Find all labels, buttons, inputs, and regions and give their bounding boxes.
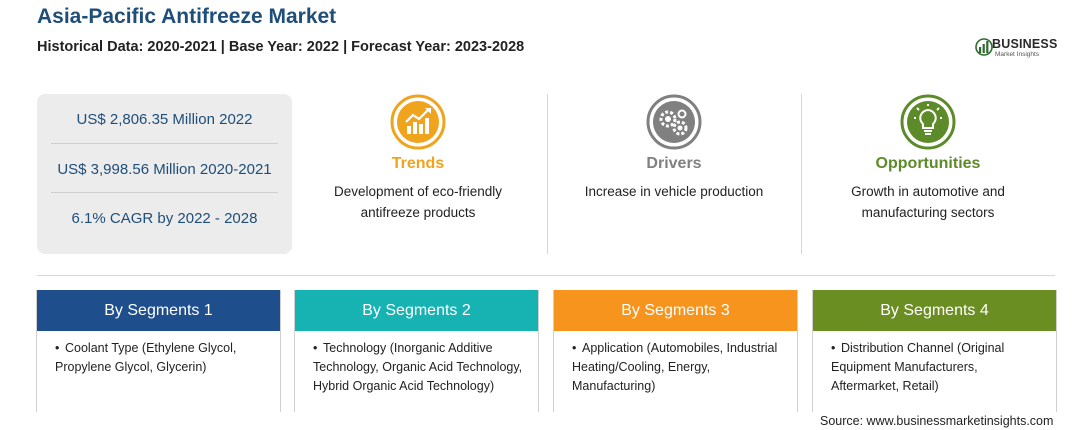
trend-chart-icon (390, 94, 446, 150)
trends-column: Trends Development of eco-friendly antif… (293, 94, 543, 223)
stat-divider (51, 192, 278, 193)
stat-market-size-2022: US$ 2,806.35 Million 2022 (76, 111, 253, 128)
bullet-icon: • (831, 341, 836, 355)
column-divider (801, 94, 802, 254)
bullet-icon: • (55, 341, 60, 355)
opportunities-title: Opportunities (875, 155, 981, 172)
segment-card-4: By Segments 4 • Distribution Channel (Ori… (812, 290, 1057, 412)
page-title: Asia-Pacific Antifreeze Market (37, 5, 337, 28)
trends-text: Development of eco-friendly antifreeze p… (333, 184, 503, 220)
segment-2-item: Technology (Inorganic Additive Technolog… (313, 341, 523, 393)
drivers-text: Increase in vehicle production (584, 184, 764, 199)
segment-card-1: By Segments 1 • Coolant Type (Ethylene Gl… (36, 290, 281, 412)
globe-bars-icon (975, 38, 993, 56)
segment-1-header: By Segments 1 (37, 290, 280, 331)
trends-title: Trends (391, 155, 445, 172)
segment-3-item: Application (Automobiles, Industrial Hea… (572, 341, 778, 393)
stat-divider (51, 143, 278, 144)
stat-cagr: 6.1% CAGR by 2022 - 2028 (71, 210, 258, 227)
gears-icon (646, 94, 702, 150)
segment-4-header: By Segments 4 (813, 290, 1056, 331)
opportunities-column: Opportunities Growth in automotive and m… (803, 94, 1053, 223)
source-note[interactable]: Source: www.businessmarketinsights.com (820, 414, 1054, 428)
column-divider (547, 94, 548, 254)
logo-name: BUSINESS (992, 37, 1058, 51)
segment-card-3: By Segments 3 • Application (Automobiles,… (553, 290, 798, 412)
market-stats-panel: US$ 2,806.35 Million 2022 US$ 3,998.56 M… (37, 94, 292, 254)
drivers-column: Drivers Increase in vehicle production (549, 94, 799, 202)
segment-3-header: By Segments 3 (554, 290, 797, 331)
segment-1-item: Coolant Type (Ethylene Glycol, Propylene… (55, 341, 237, 374)
segment-4-item: Distribution Channel (Original Equipment… (831, 341, 1005, 393)
bullet-icon: • (572, 341, 577, 355)
lightbulb-icon (900, 94, 956, 150)
page-subtitle: Historical Data: 2020-2021 | Base Year: … (37, 39, 525, 55)
drivers-title: Drivers (646, 155, 702, 172)
segment-card-2: By Segments 2 • Technology (Inorganic Add… (294, 290, 539, 412)
segment-3-list: • Application (Automobiles, Industrial He… (554, 331, 797, 396)
segment-4-list: • Distribution Channel (Original Equipmen… (813, 331, 1056, 396)
segment-1-list: • Coolant Type (Ethylene Glycol, Propylen… (37, 331, 280, 377)
bullet-icon: • (313, 341, 318, 355)
stat-market-size-historical: US$ 3,998.56 Million 2020-2021 (57, 161, 272, 178)
segment-2-header: By Segments 2 (295, 290, 538, 331)
section-divider (37, 275, 1055, 276)
logo-tagline: Market Insights (995, 51, 1040, 58)
segment-2-list: • Technology (Inorganic Additive Technolo… (295, 331, 538, 396)
opportunities-text: Growth in automotive and manufacturing s… (851, 184, 1005, 220)
company-logo[interactable]: BUSINESS Market Insights (975, 35, 1075, 61)
